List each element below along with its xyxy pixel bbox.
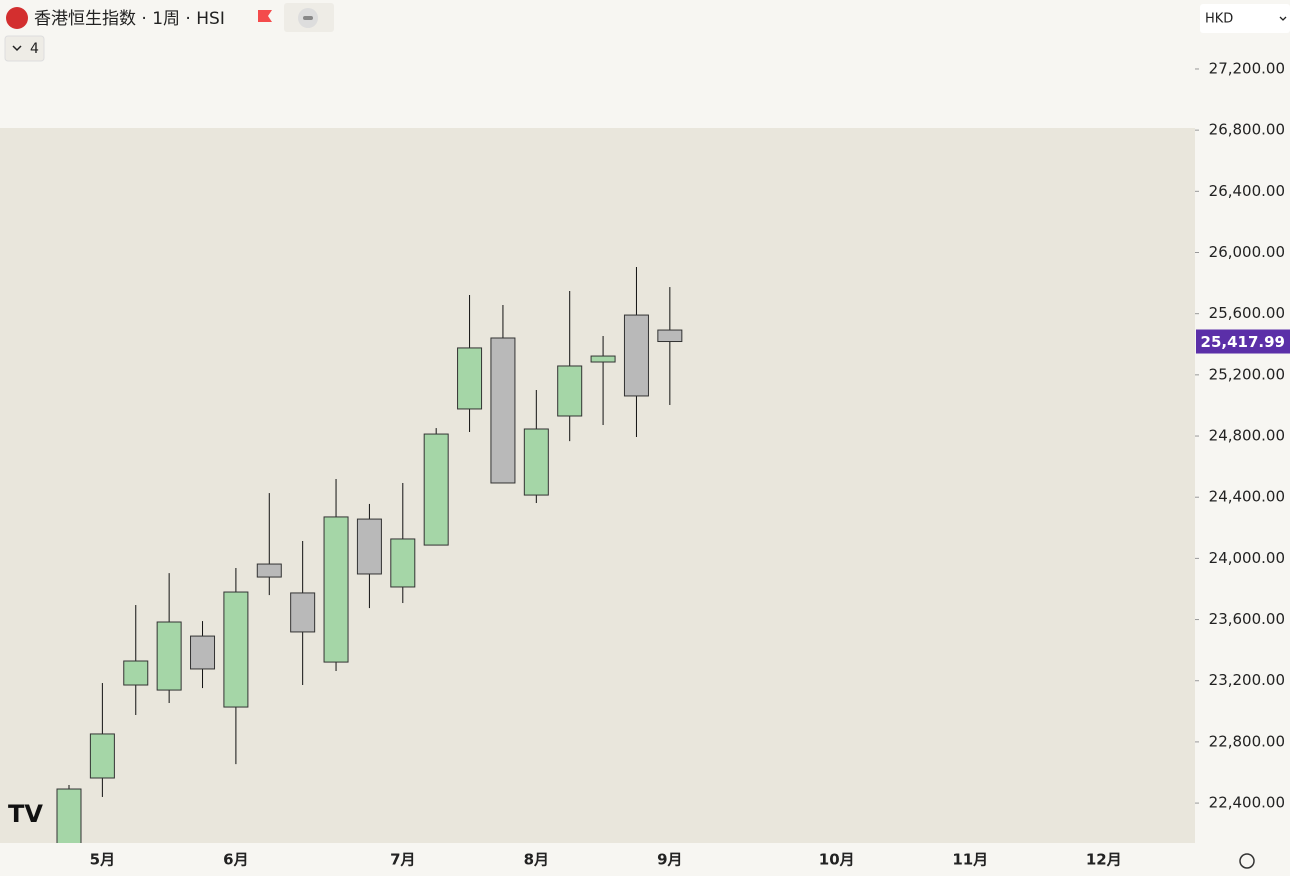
y-tick-label: 26,400.00 [1209, 182, 1285, 200]
candle-body [256, 563, 282, 578]
current-price-tag [1196, 329, 1290, 354]
candle-body [356, 518, 382, 575]
candle-body [523, 428, 549, 496]
x-tick-label: 8月 [524, 851, 549, 869]
candle-body [156, 621, 182, 691]
y-tick-label: 23,200.00 [1209, 671, 1285, 689]
candle-body [89, 733, 115, 779]
y-tick-label: 27,200.00 [1209, 59, 1285, 77]
candle-body [590, 355, 616, 363]
flag-icon[interactable] [258, 10, 272, 22]
current-price-label: 25,417.99 [1201, 333, 1285, 351]
chart-title: 香港恒生指数 · 1周 · HSI [34, 9, 225, 29]
candle-body [423, 433, 449, 546]
x-tick-label: 12月 [1086, 851, 1122, 869]
y-tick-label: 25,600.00 [1209, 304, 1285, 322]
x-tick-label: 7月 [390, 851, 415, 869]
legend-background [0, 0, 1195, 128]
x-tick-label: 6月 [223, 851, 248, 869]
x-tick-label: 10月 [819, 851, 855, 869]
y-tick-label: 26,800.00 [1209, 121, 1285, 139]
y-tick-label: 26,000.00 [1209, 243, 1285, 261]
indicator-toggle[interactable] [4, 35, 45, 62]
symbol-icon [6, 7, 28, 29]
candle-body [557, 365, 583, 417]
x-tick-label: 5月 [90, 851, 115, 869]
y-tick-label: 22,400.00 [1209, 794, 1285, 812]
logo: TV [8, 800, 43, 828]
plot-background [0, 0, 1195, 843]
candle-body [223, 591, 249, 708]
candle-body [56, 788, 82, 843]
y-tick-label: 24,800.00 [1209, 427, 1285, 445]
y-tick-label: 23,600.00 [1209, 610, 1285, 628]
candle-body [323, 516, 349, 663]
currency: HKD [1205, 12, 1233, 27]
currency-select[interactable] [1200, 4, 1290, 33]
candle-body [490, 337, 516, 484]
y-tick-label: 24,000.00 [1209, 549, 1285, 567]
time-axis [0, 843, 1195, 876]
price-axis [1195, 0, 1290, 876]
candle-body [457, 347, 483, 410]
candle-body [390, 538, 416, 588]
y-tick-label: 22,800.00 [1209, 732, 1285, 750]
y-tick-label: 24,400.00 [1209, 488, 1285, 506]
indicator-count: 4 [30, 41, 39, 57]
candle-body [123, 660, 149, 686]
candle-body [290, 592, 316, 633]
hide-icon-bar [303, 16, 313, 20]
chevron [1279, 16, 1287, 21]
settings-icon[interactable] [1239, 853, 1255, 869]
candle-body [657, 329, 683, 343]
x-tick-label: 9月 [657, 851, 682, 869]
candle-body [623, 314, 649, 397]
chevron [12, 45, 22, 52]
x-tick-label: 11月 [952, 851, 988, 869]
candle-body [190, 635, 216, 670]
y-tick-label: 25,200.00 [1209, 365, 1285, 383]
